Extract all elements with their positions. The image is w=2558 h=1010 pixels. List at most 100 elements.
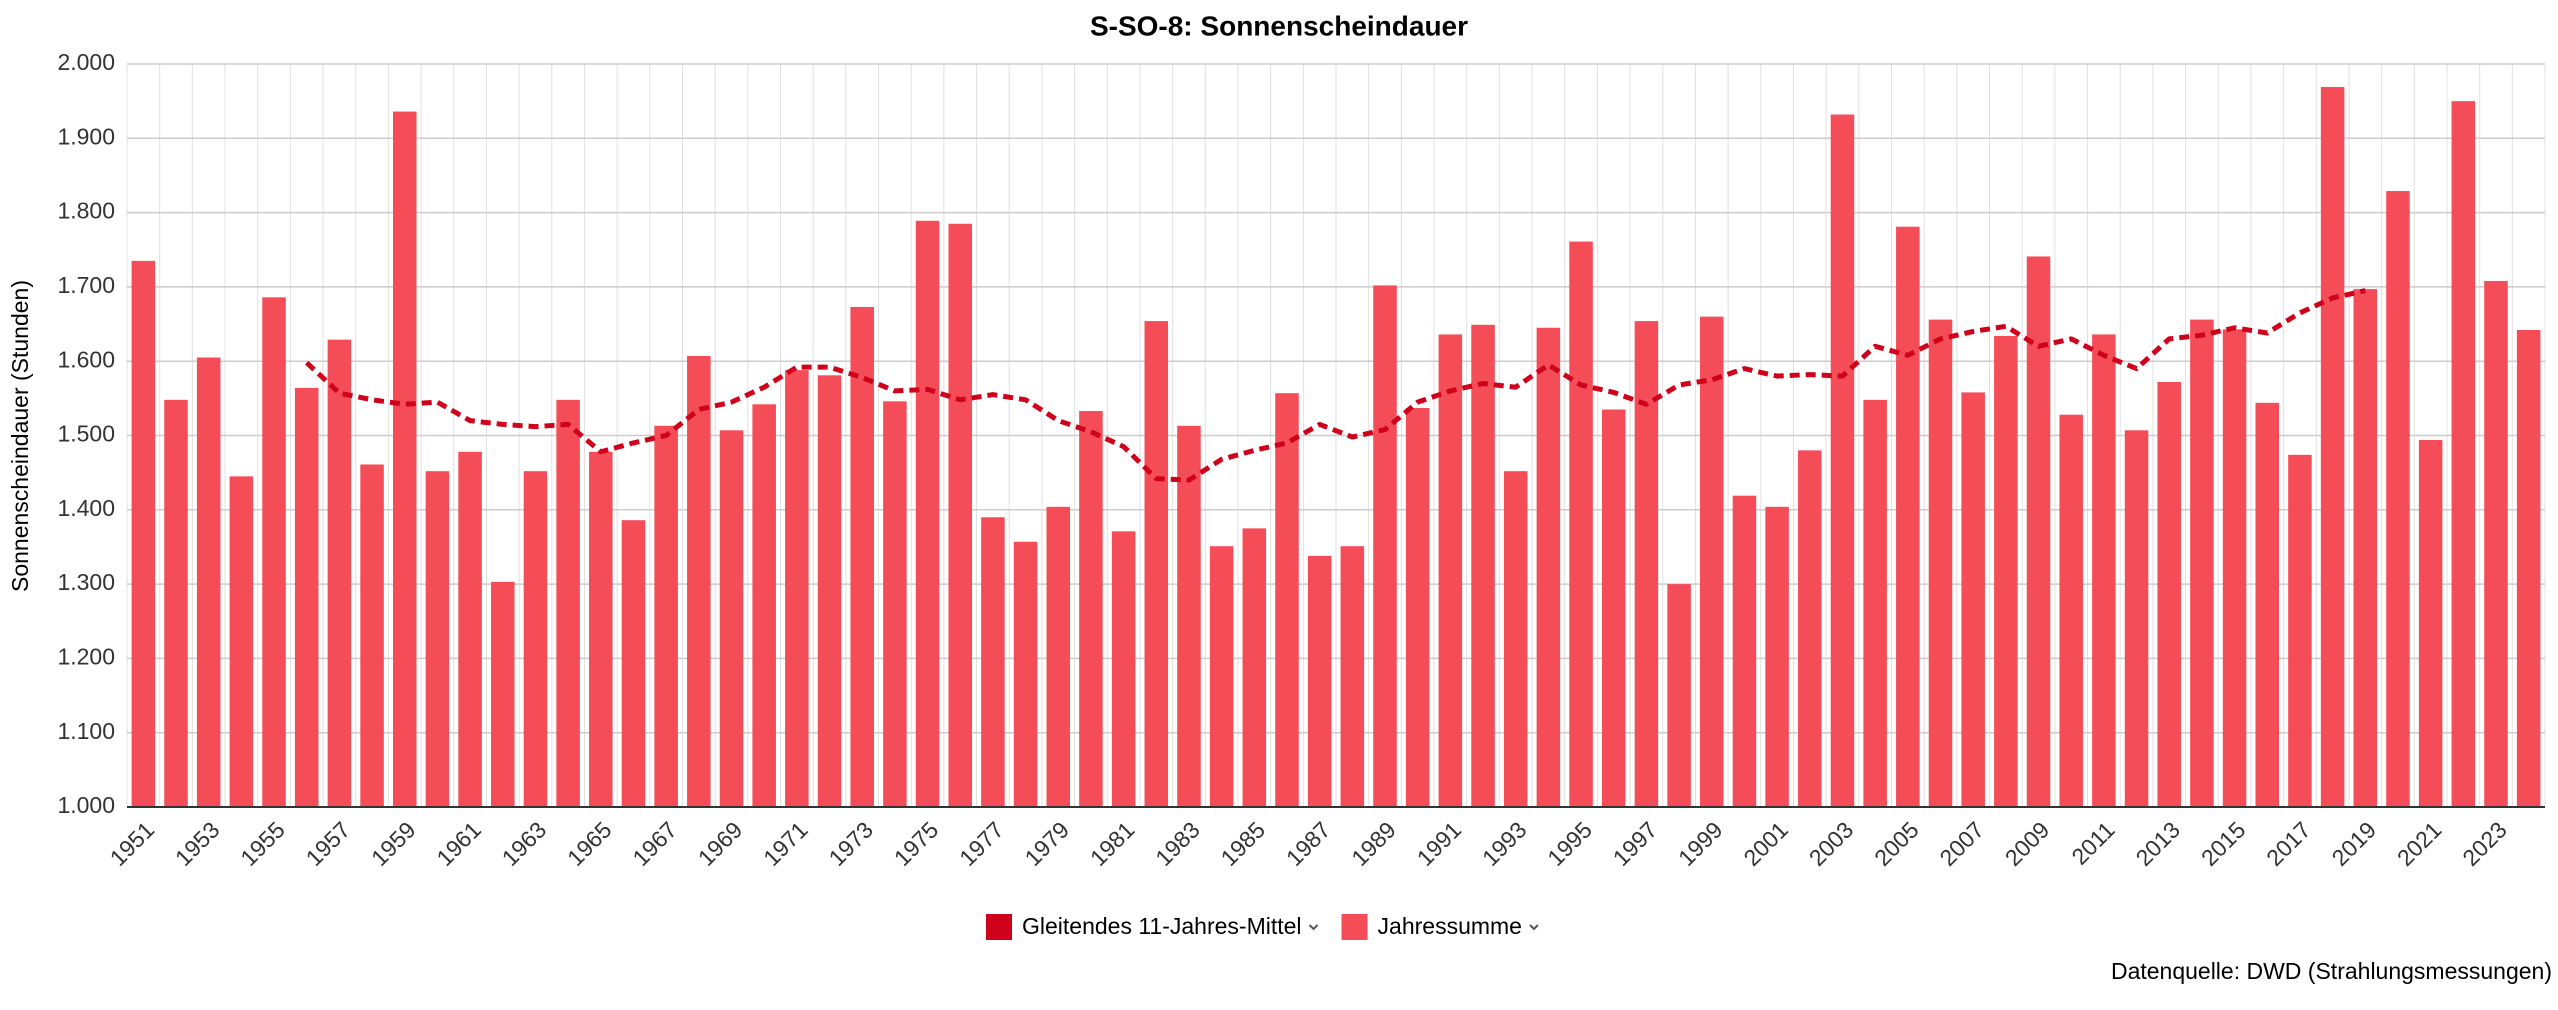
bar [1209, 546, 1234, 807]
bar [2255, 402, 2280, 807]
legend-label: Jahressumme [1378, 913, 1522, 939]
bar [1242, 528, 1267, 807]
bar [1013, 541, 1038, 807]
x-tick-label: 1985 [1216, 816, 1271, 871]
x-tick-label: 2011 [2066, 816, 2119, 869]
bar [1046, 506, 1071, 807]
bar [1144, 321, 1169, 807]
bar [1700, 316, 1724, 807]
bar [1830, 114, 1855, 808]
x-tick-label: 2019 [2327, 816, 2382, 871]
bar [2516, 329, 2541, 807]
bar [2222, 329, 2247, 807]
bar [1536, 327, 1561, 807]
y-tick-label: 1.000 [57, 792, 115, 818]
legend-chevron [1529, 924, 1539, 931]
bar [752, 404, 776, 807]
x-tick-label: 2013 [2130, 816, 2185, 871]
y-tick-label: 1.300 [57, 569, 115, 595]
bar [1373, 285, 1397, 807]
bar [164, 399, 188, 807]
bar [1994, 335, 2018, 807]
bar [2386, 191, 2410, 808]
bar [2418, 439, 2443, 807]
x-tick-label: 1979 [1020, 816, 1075, 871]
x-tick-label: 1995 [1542, 816, 1597, 871]
bar [425, 471, 450, 807]
bar [294, 387, 319, 807]
bar [491, 581, 515, 807]
bar [1798, 450, 1822, 807]
bar [883, 401, 907, 807]
bar [1111, 531, 1136, 807]
x-tick-label: 2015 [2196, 816, 2251, 871]
bar [1340, 546, 1365, 807]
x-tick-label: 2001 [1738, 816, 1793, 871]
y-tick-label: 1.900 [57, 123, 115, 149]
bar [1928, 319, 1953, 807]
bar [948, 223, 972, 807]
x-tick-label: 2003 [1804, 816, 1859, 871]
bar [1601, 409, 1626, 807]
bar [2092, 334, 2116, 807]
source: Datenquelle: DWD (Strahlungsmessungen) [2111, 958, 2552, 984]
legend-label: Gleitendes 11-Jahres-Mittel [1022, 913, 1302, 939]
y-axis-label: Sonnenscheindauer (Stunden) [7, 280, 33, 592]
x-tick-label: 1989 [1346, 816, 1401, 871]
bar [1896, 226, 1920, 808]
bar [2124, 430, 2149, 807]
x-tick-label: 2007 [1934, 816, 1989, 871]
x-tick-label: 2005 [1869, 816, 1924, 871]
x-tick-label: 1991 [1412, 816, 1467, 871]
x-tick-label: 1963 [497, 816, 552, 871]
x-tick-label: 1987 [1281, 816, 1336, 871]
y-tick-label: 1.700 [57, 272, 115, 298]
bar [2320, 87, 2345, 807]
y-tick-label: 1.200 [57, 643, 115, 669]
bar [1732, 495, 1757, 807]
bar [1275, 393, 1299, 807]
bar [1471, 324, 1495, 807]
bar [458, 451, 482, 807]
x-tick-label: 1975 [889, 816, 944, 871]
x-tick-label: 1961 [431, 816, 486, 871]
legend-chevron [1308, 924, 1319, 931]
x-tick-label: 2023 [2457, 816, 2512, 871]
bar [2190, 319, 2214, 807]
bar [817, 375, 842, 807]
bar [1438, 334, 1463, 807]
y-tick-label: 2.000 [57, 49, 115, 75]
x-tick-label: 1959 [366, 816, 421, 871]
bar [785, 370, 809, 807]
y-tick-label: 1.800 [57, 198, 115, 224]
y-tick-label: 1.100 [57, 718, 115, 744]
x-tick-label: 1997 [1608, 816, 1663, 871]
bar [2059, 414, 2083, 807]
bar [2484, 280, 2508, 807]
bar [1405, 408, 1430, 807]
legend-item[interactable]: Jahressumme [1341, 913, 1539, 940]
x-tick-label: 1973 [823, 816, 878, 871]
bar [262, 297, 286, 807]
x-tick-label: 1981 [1085, 816, 1140, 871]
bar [2157, 382, 2181, 807]
moving-average-line [304, 288, 2366, 483]
bar [1079, 410, 1103, 807]
x-tick-label: 1957 [301, 816, 356, 871]
x-tick-label: 1955 [235, 816, 290, 871]
x-tick-label: 1971 [758, 816, 813, 871]
legend-item[interactable]: Gleitendes 11-Jahres-Mittel [986, 913, 1319, 940]
bar [1634, 321, 1659, 807]
bar [1177, 425, 1201, 807]
bar [1961, 392, 1985, 807]
bar [131, 260, 156, 807]
x-tick-label: 1977 [954, 816, 1009, 871]
bar [915, 220, 940, 807]
x-tick-label: 1999 [1673, 816, 1728, 871]
bar [687, 355, 711, 807]
bar [1863, 399, 1887, 807]
bar [196, 357, 221, 807]
bar [1765, 506, 1789, 807]
bar [556, 399, 580, 807]
